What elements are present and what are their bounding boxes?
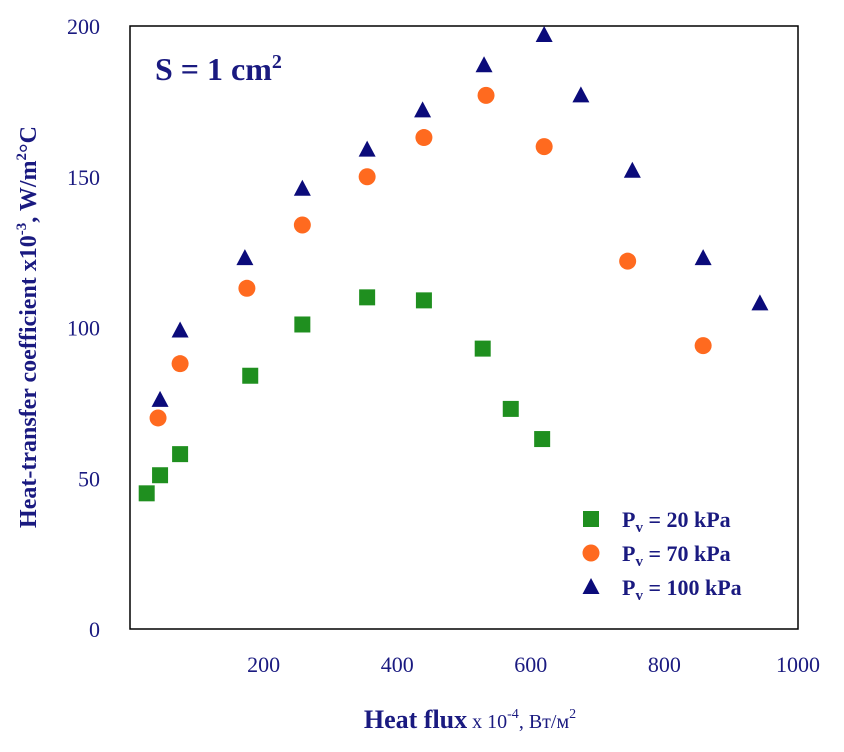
plot-frame — [129, 25, 799, 630]
data-point — [293, 216, 311, 234]
data-point — [152, 467, 169, 484]
data-point — [149, 409, 167, 427]
x-axis-label-unit-sup: 2 — [569, 707, 576, 722]
y-tick-label: 100 — [67, 316, 100, 341]
legend-label-value: = 70 kPa — [643, 541, 731, 566]
x-axis-label-sup: -4 — [507, 707, 519, 722]
y-axis-label-tail: °C — [16, 126, 42, 153]
legend-label-subscript: v — [635, 520, 643, 536]
data-point — [238, 279, 256, 297]
legend-label-value: = 100 kPa — [643, 575, 742, 600]
data-point — [623, 161, 641, 178]
y-tick-label: 150 — [67, 165, 100, 190]
series-1 — [149, 86, 712, 427]
data-point — [535, 138, 553, 156]
data-point — [293, 179, 311, 196]
legend-label-subscript: v — [635, 588, 643, 604]
y-tick-label: 0 — [89, 617, 100, 642]
x-tick-label: 400 — [381, 652, 414, 677]
legend-marker — [582, 544, 600, 562]
area-annotation-text: S = 1 cm — [155, 51, 272, 87]
area-annotation-sup: 2 — [272, 51, 282, 73]
x-tick-label: 800 — [648, 652, 681, 677]
data-point — [414, 101, 432, 118]
legend-label-name: P — [622, 541, 635, 566]
data-point — [242, 367, 259, 384]
legend-label: Pv = 20 kPa — [622, 507, 731, 536]
data-point — [502, 400, 519, 417]
x-axis-label-small: x 10 — [467, 711, 507, 733]
x-axis-label-unit: , Вт/м — [519, 711, 570, 733]
data-point — [358, 168, 376, 186]
data-point — [694, 249, 712, 266]
legend-label-name: P — [622, 575, 635, 600]
data-point — [358, 140, 376, 157]
data-point — [151, 390, 169, 407]
data-point — [236, 249, 254, 266]
series-2 — [151, 26, 769, 407]
x-tick-label: 600 — [514, 652, 547, 677]
legend-label: Pv = 70 kPa — [622, 541, 731, 570]
y-tick-labels: 0 50 100 150 200 — [67, 14, 100, 642]
x-tick-label: 200 — [247, 652, 280, 677]
data-point — [694, 337, 712, 355]
y-axis-label-sup: -3 — [14, 223, 30, 236]
data-point — [138, 485, 155, 502]
data-point — [172, 446, 189, 463]
data-point — [535, 26, 553, 43]
y-tick-label: 200 — [67, 14, 100, 39]
x-tick-label: 1000 — [776, 652, 820, 677]
legend-marker — [583, 511, 599, 527]
x-axis-label: Heat flux x 10-4, Вт/м2 — [364, 705, 576, 734]
y-axis-label-unit: , W/m — [16, 160, 42, 222]
data-point — [572, 86, 590, 103]
data-point — [534, 431, 551, 448]
y-axis-label-main: Heat-transfer coefficient x10 — [16, 235, 42, 528]
data-point — [171, 355, 189, 373]
data-point — [477, 86, 495, 104]
y-tick-label: 50 — [78, 466, 100, 491]
data-point — [751, 294, 769, 311]
y-axis-label: Heat-transfer coefficient x10-3, W/m2°C — [14, 126, 42, 528]
legend-label-value: = 20 kPa — [643, 507, 731, 532]
data-point — [415, 129, 433, 147]
x-tick-labels: 200 400 600 800 1000 — [247, 652, 820, 677]
legend-marker — [582, 578, 600, 594]
data-point — [474, 340, 491, 357]
data-points — [138, 26, 769, 502]
data-point — [171, 321, 189, 338]
data-point — [475, 56, 493, 73]
area-annotation: S = 1 cm2 — [155, 51, 282, 87]
legend-label-name: P — [622, 507, 635, 532]
legend-label: Pv = 100 kPa — [622, 575, 742, 604]
data-point — [294, 316, 311, 333]
y-axis-label-unit-sup: 2 — [14, 153, 30, 161]
data-point — [619, 252, 637, 270]
data-point — [359, 289, 376, 306]
data-point — [415, 292, 432, 309]
legend-label-subscript: v — [635, 554, 643, 570]
series-0 — [138, 289, 551, 502]
x-axis-label-main: Heat flux — [364, 705, 467, 734]
